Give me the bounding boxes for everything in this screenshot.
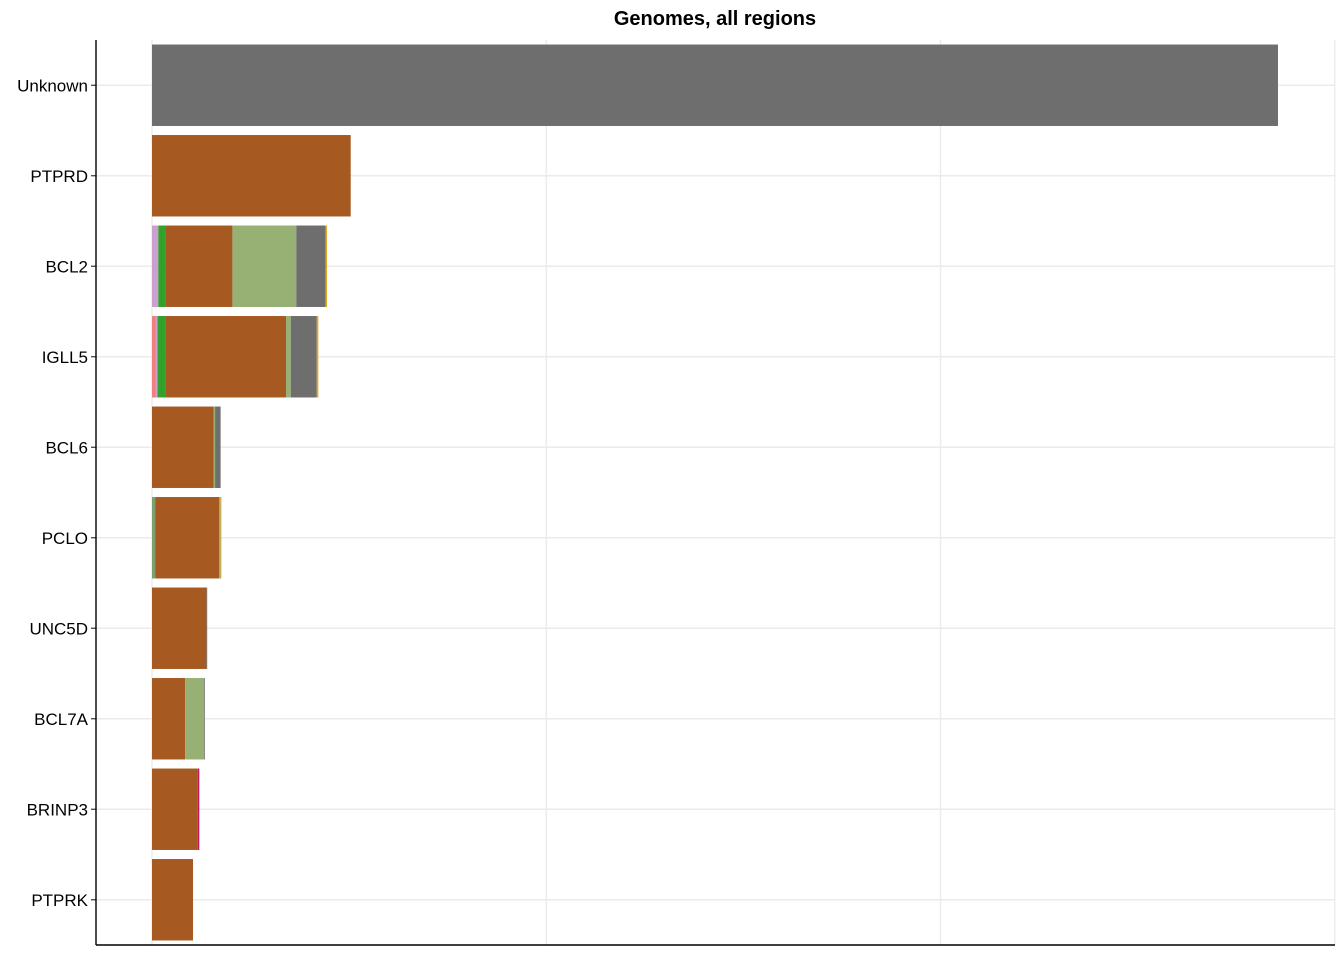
tick-labels: Unknown PTPRD BCL2 IGLL5 BCL6 PCLO UNC5D BCL7A B… [17, 76, 89, 910]
bar-segment-BCL7A-6 [204, 678, 205, 760]
bar-segment-PCLO-4 [155, 497, 220, 579]
bar-segment-BCL2-4 [165, 225, 233, 307]
bar-segment-PCLO-5 [219, 497, 221, 579]
bar-segment-BCL7A-4 [152, 678, 186, 760]
y-tick-label-PTPRD: PTPRD [30, 167, 88, 186]
bar-segment-PCLO-7 [220, 497, 222, 579]
bar-segment-BRINP3-8 [197, 768, 200, 850]
bar-segment-IGLL5-1 [155, 316, 158, 398]
bar-segment-PCLO-3 [152, 497, 156, 579]
bar-segment-PTPRK-4 [152, 859, 194, 941]
bar-segment-IGLL5-2 [157, 316, 166, 398]
bar-segment-IGLL5-5 [286, 316, 291, 398]
bar-segment-IGLL5-6 [290, 316, 317, 398]
y-tick-label-BCL7A: BCL7A [34, 710, 89, 729]
y-tick-label-UNC5D: UNC5D [29, 619, 88, 638]
y-tick-label-BRINP3: BRINP3 [27, 800, 88, 819]
bar-segment-BCL2-7 [325, 225, 328, 307]
bar-segment-PTPRD-4 [152, 135, 351, 217]
y-tick-label-IGLL5: IGLL5 [42, 348, 88, 367]
bar-segment-BCL2-6 [296, 225, 326, 307]
bar-segment-UNC5D-6 [206, 587, 208, 669]
y-tick-label-BCL6: BCL6 [45, 438, 88, 457]
bar-segment-IGLL5-0 [152, 316, 156, 398]
bar-segment-BCL2-5 [232, 225, 297, 307]
bar-segment-BCL2-2 [158, 225, 166, 307]
axes [91, 40, 1335, 946]
bars [152, 44, 1278, 941]
y-tick-label-PCLO: PCLO [42, 529, 88, 548]
bar-segment-IGLL5-7 [316, 316, 319, 398]
bar-segment-IGLL5-4 [165, 316, 287, 398]
chart-title: Genomes, all regions [614, 8, 816, 30]
bar-segment-Unknown-6 [152, 44, 1278, 126]
bar-segment-BCL6-4 [152, 406, 214, 488]
bar-segment-BCL6-5 [213, 406, 216, 488]
bar-segment-BCL7A-5 [185, 678, 205, 760]
bar-segment-UNC5D-4 [152, 587, 207, 669]
y-tick-label-Unknown: Unknown [17, 76, 88, 95]
bar-segment-BRINP3-4 [152, 768, 198, 850]
bar-segment-BCL2-1 [152, 225, 159, 307]
bar-segment-BCL6-6 [215, 406, 221, 488]
y-tick-label-PTPRK: PTPRK [31, 891, 88, 910]
y-tick-label-BCL2: BCL2 [45, 257, 88, 276]
